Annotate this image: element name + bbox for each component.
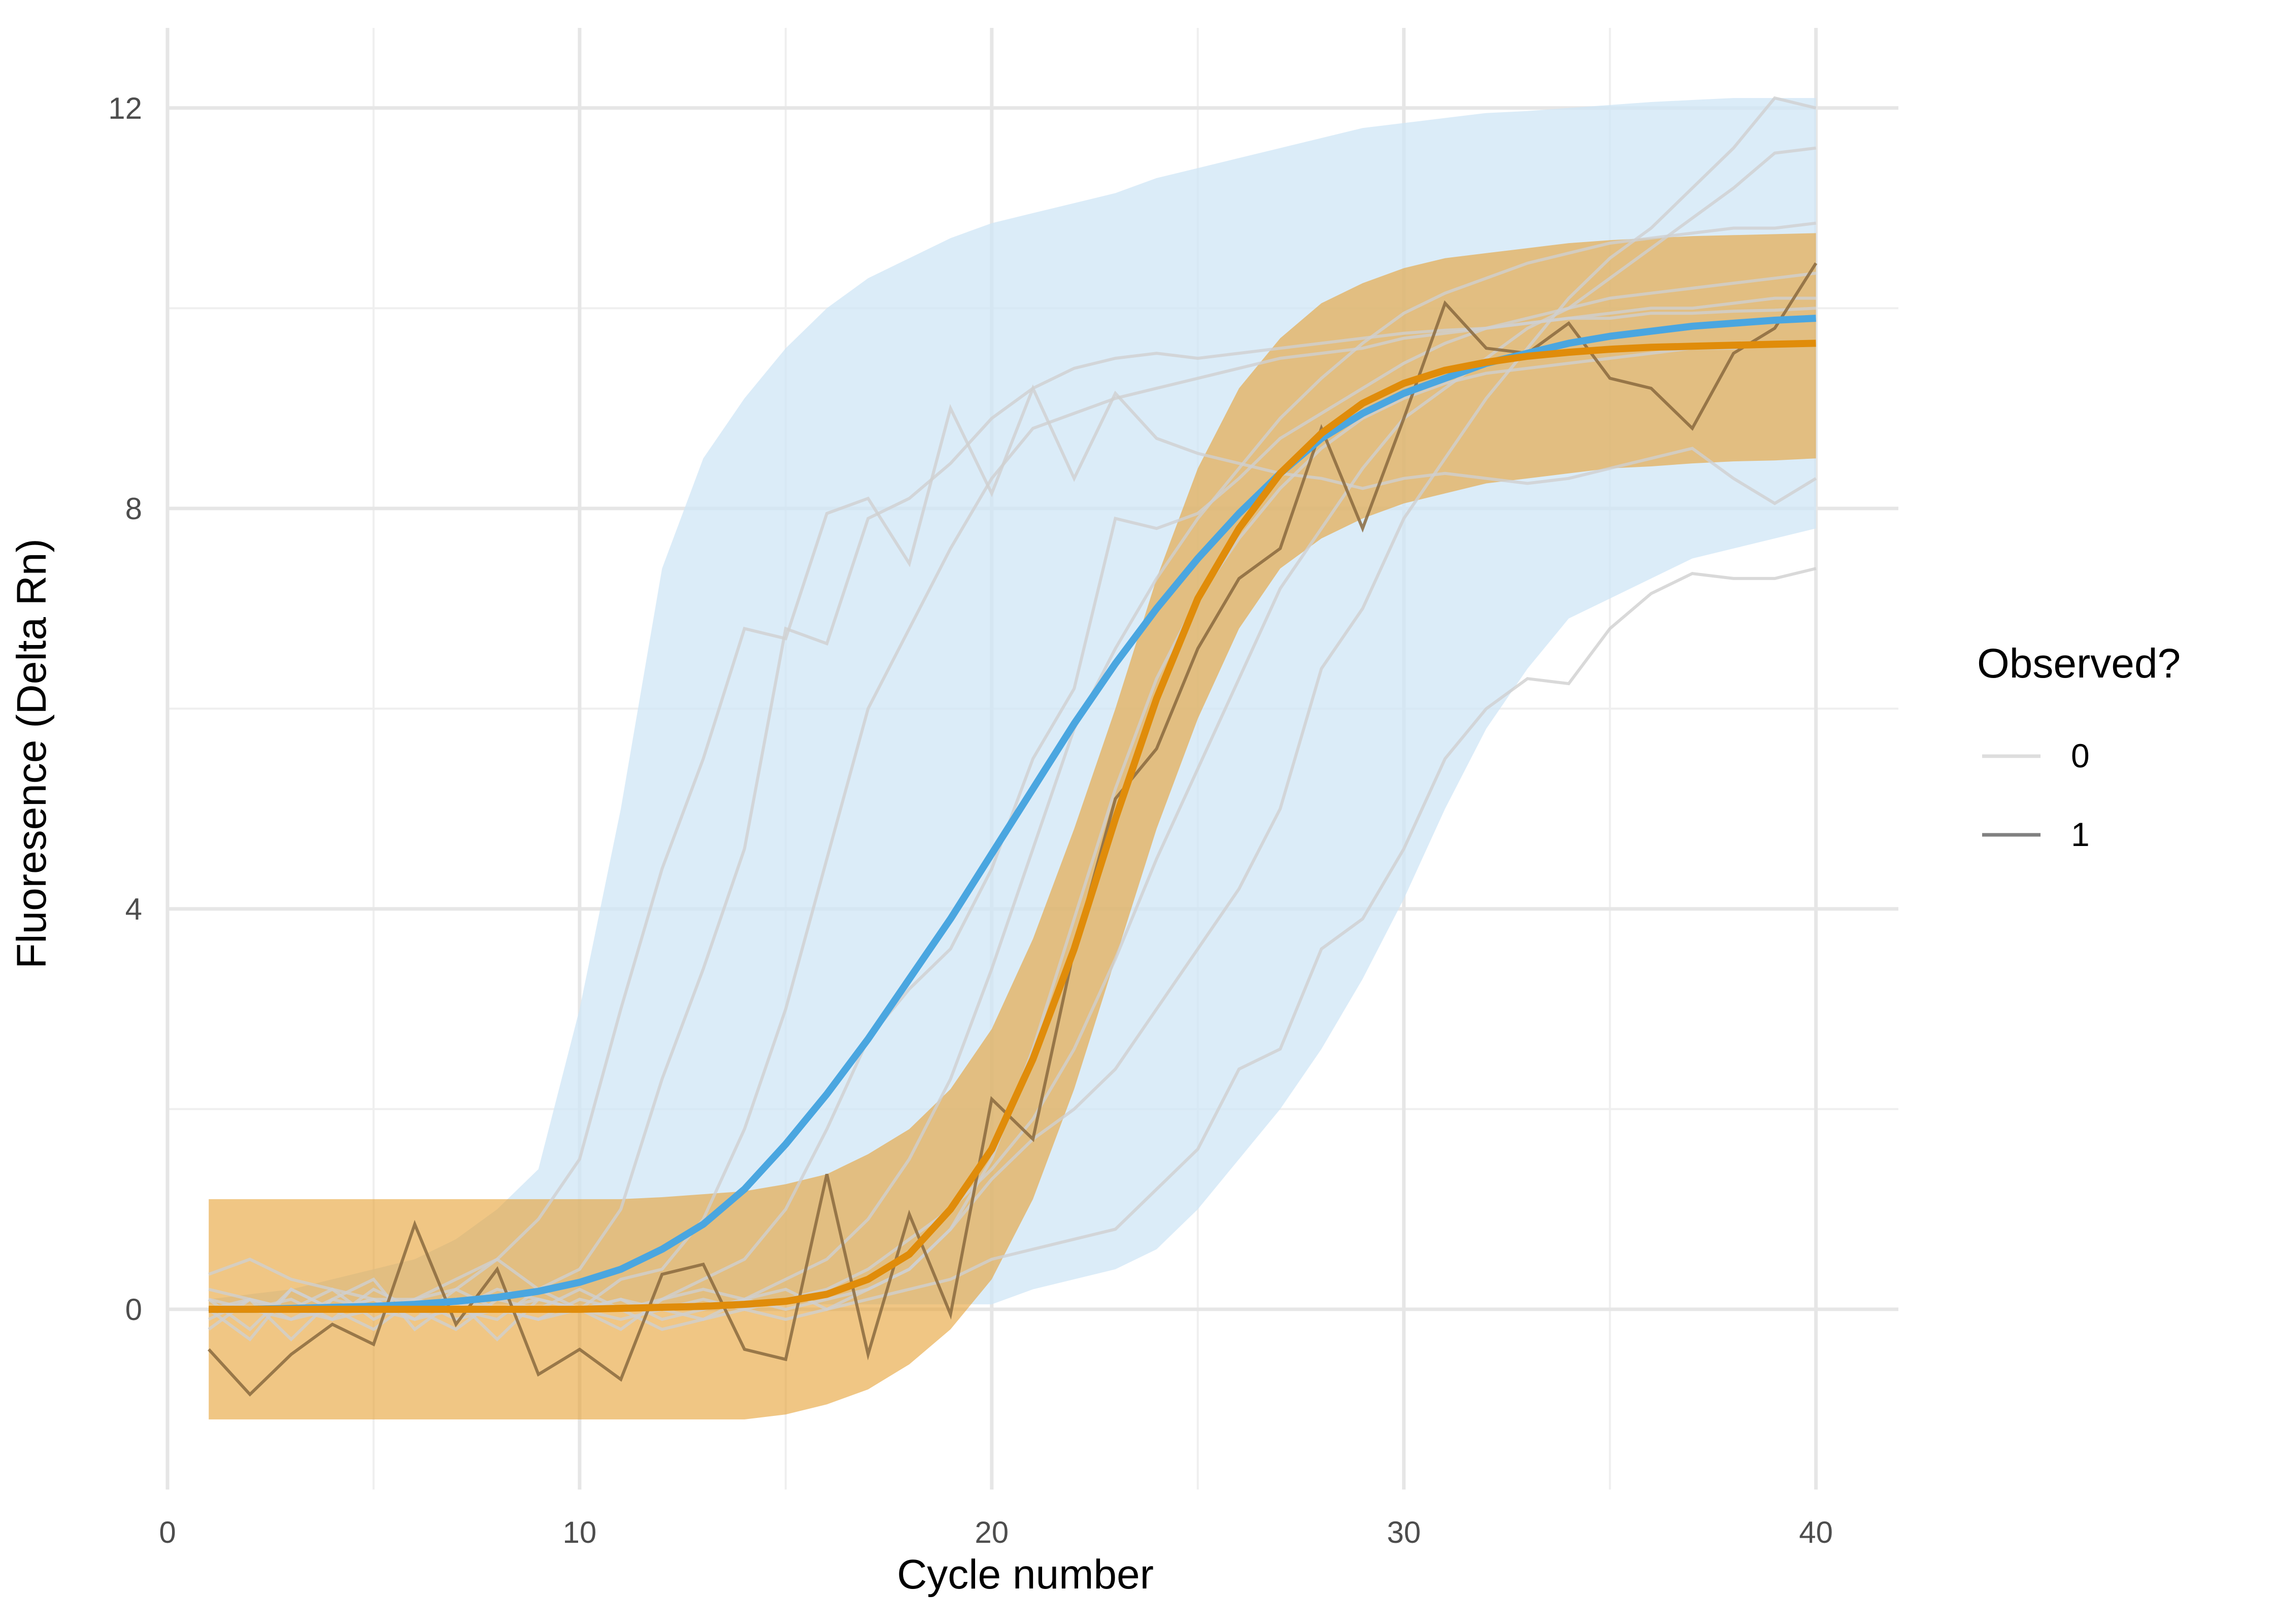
observed-0-curve bbox=[208, 384, 1817, 1301]
x-tick-label: 0 bbox=[159, 1515, 176, 1549]
x-tick-label: 40 bbox=[1799, 1515, 1833, 1549]
y-tick-label: 12 bbox=[108, 91, 142, 125]
legend-label-0: 0 bbox=[2071, 737, 2090, 774]
observed-0-curve bbox=[208, 296, 1816, 1342]
legend-label-1: 1 bbox=[2071, 816, 2090, 853]
x-axis-title: Cycle number bbox=[897, 1551, 1154, 1598]
y-axis-title: Fluoresence (Delta Rn) bbox=[9, 538, 55, 969]
x-tick-label: 30 bbox=[1387, 1515, 1421, 1549]
x-tick-label: 10 bbox=[563, 1515, 597, 1549]
legend: Observed? 0 1 bbox=[1977, 640, 2181, 853]
mean-curves bbox=[209, 315, 1816, 1313]
x-axis-tick-labels: 0 10 20 30 40 bbox=[159, 1515, 1833, 1549]
x-tick-label: 20 bbox=[975, 1515, 1009, 1549]
orange-mean-curve bbox=[209, 340, 1816, 1313]
y-tick-label: 4 bbox=[125, 892, 142, 926]
blue-mean-curve bbox=[209, 315, 1816, 1313]
observed-0-curve bbox=[208, 96, 1817, 1321]
y-axis-tick-labels: 0 4 8 12 bbox=[108, 91, 142, 1327]
y-tick-label: 0 bbox=[125, 1293, 142, 1327]
y-tick-label: 8 bbox=[125, 492, 142, 526]
legend-title: Observed? bbox=[1977, 640, 2181, 687]
